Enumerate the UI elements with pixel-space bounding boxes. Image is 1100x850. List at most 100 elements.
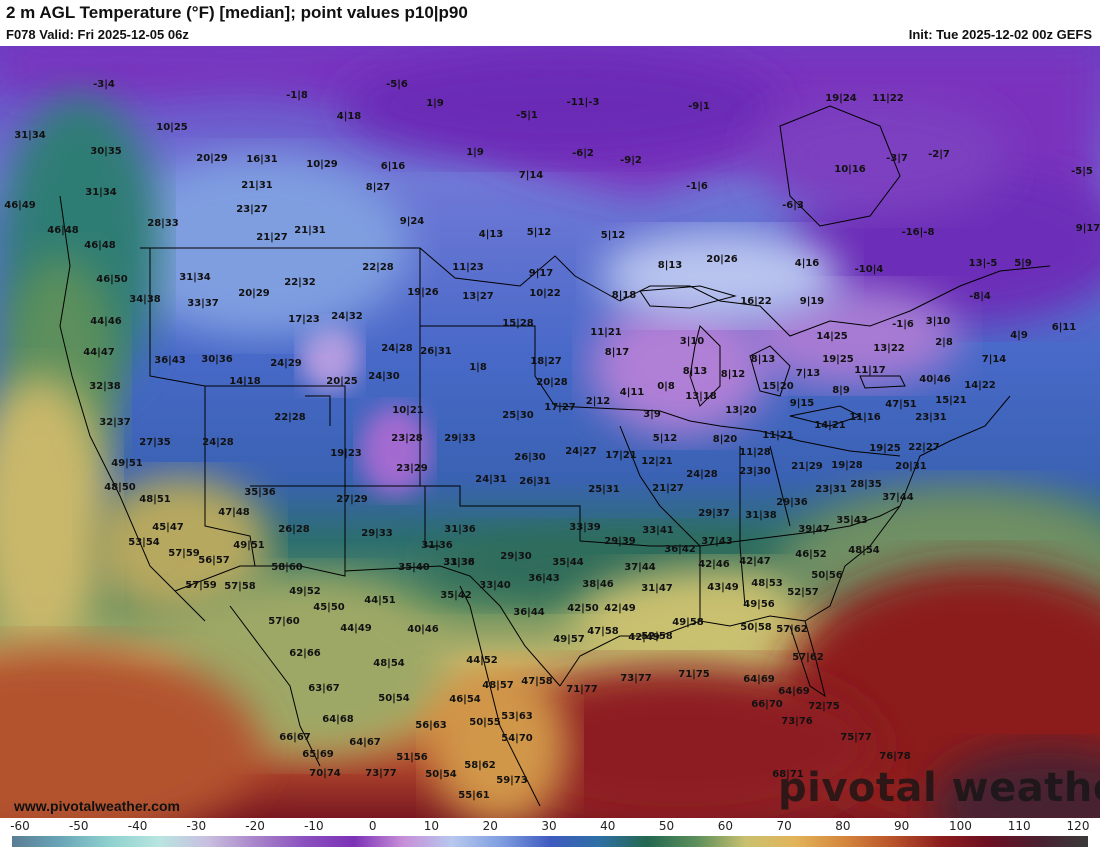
- colorbar-tick-label: 120: [1066, 819, 1090, 833]
- point-value-label: 36|43: [528, 573, 560, 584]
- map-canvas: -3|4 -1|8 -5|6 1|9 -11|-3 -9|1 19|24 11|22 31|34…: [0, 46, 1100, 818]
- map-title: 2 m AGL Temperature (°F) [median]; point…: [6, 3, 468, 22]
- point-value-label: 44|52: [466, 655, 498, 666]
- point-value-label: 36|42: [664, 544, 696, 555]
- point-value-label: 57|59: [185, 580, 217, 591]
- point-value-label: 46|49: [4, 200, 36, 211]
- point-value-label: 42|49: [604, 603, 636, 614]
- point-value-label: 51|56: [396, 752, 428, 763]
- point-value-label: 36|43: [154, 355, 186, 366]
- point-value-label: 10|29: [306, 159, 338, 170]
- point-value-label: 35|40: [398, 562, 430, 573]
- point-value-label: 33|39: [569, 522, 601, 533]
- hudson-bay: [779, 105, 901, 227]
- point-value-label: 37|44: [882, 492, 914, 503]
- point-value-label: 3|10: [680, 336, 705, 347]
- rockies-states: [205, 385, 346, 571]
- point-value-label: 8|20: [713, 434, 738, 445]
- point-value-label: 37|43: [701, 536, 733, 547]
- lake-ontario: [859, 375, 906, 389]
- point-value-label: 47|48: [218, 507, 250, 518]
- colorbar-tick-label: 70: [776, 819, 792, 833]
- point-value-label: 17|21: [605, 450, 637, 461]
- point-value-label: 66|70: [751, 699, 783, 710]
- point-value-label: 57|62: [776, 624, 808, 635]
- point-value-label: 44|47: [83, 347, 115, 358]
- point-value-label: 72|75: [808, 701, 840, 712]
- point-value-label: 29|36: [776, 497, 808, 508]
- point-value-label: 55|61: [458, 790, 490, 801]
- point-value-label: 47|51: [885, 399, 917, 410]
- point-value-label: 45|50: [313, 602, 345, 613]
- point-value-label: 59|73: [496, 775, 528, 786]
- map-header: 2 m AGL Temperature (°F) [median]; point…: [0, 0, 1100, 46]
- point-value-label: 64|68: [322, 714, 354, 725]
- point-value-label: 8|13: [751, 354, 776, 365]
- point-value-label: 24|28: [686, 469, 718, 480]
- great-lakes-border: [619, 265, 1051, 337]
- point-value-label: 47|58: [521, 676, 553, 687]
- point-value-label: 42|49: [628, 632, 660, 643]
- point-value-label: 48|54: [373, 658, 405, 669]
- point-value-label: 22|28: [274, 412, 306, 423]
- point-value-label: 35|42: [440, 590, 472, 601]
- point-value-label: 20|29: [196, 153, 228, 164]
- point-value-label: 37|44: [624, 562, 656, 573]
- point-value-label: 22|27: [908, 442, 940, 453]
- point-value-label: 39|47: [798, 524, 830, 535]
- point-value-label: 3|10: [926, 316, 951, 327]
- point-value-label: 10|22: [529, 288, 561, 299]
- point-value-label: 9|19: [800, 296, 825, 307]
- point-value-label: 14|25: [816, 331, 848, 342]
- point-value-label: 13|-5: [969, 258, 998, 269]
- point-value-label: 21|27: [652, 483, 684, 494]
- western-states: [149, 248, 256, 567]
- point-value-label: 40|46: [919, 374, 951, 385]
- temperature-map[interactable]: -3|4 -1|8 -5|6 1|9 -11|-3 -9|1 19|24 11|22 31|34…: [0, 46, 1100, 818]
- point-value-label: 50|56: [811, 570, 843, 581]
- point-value-label: 6|11: [1052, 322, 1077, 333]
- point-value-label: -3|7: [886, 153, 908, 164]
- point-value-label: 8|13: [683, 366, 708, 377]
- point-value-label: 15|28: [502, 318, 534, 329]
- point-value-label: -9|1: [688, 101, 710, 112]
- point-value-label: 25|31: [588, 484, 620, 495]
- point-value-label: 36|44: [513, 607, 545, 618]
- point-value-label: 50|54: [378, 693, 410, 704]
- point-value-label: 64|67: [349, 737, 381, 748]
- mississippi: [619, 425, 701, 621]
- point-value-label: 34|38: [129, 294, 161, 305]
- point-value-label: 66|67: [279, 732, 311, 743]
- point-value-label: 11|23: [452, 262, 484, 273]
- point-value-label: 11|16: [849, 412, 881, 423]
- colorbar-tick-label: 20: [482, 819, 498, 833]
- point-value-label: 73|77: [620, 673, 652, 684]
- point-value-label: 57|58: [224, 581, 256, 592]
- point-value-label: 73|77: [365, 768, 397, 779]
- point-value-label: 46|52: [795, 549, 827, 560]
- point-value-label: 19|28: [831, 460, 863, 471]
- point-value-label: 31|34: [85, 187, 117, 198]
- point-value-label: 4|18: [337, 111, 362, 122]
- point-value-label: 31|34: [14, 130, 46, 141]
- point-value-label: 21|31: [241, 180, 273, 191]
- point-value-label: 5|12: [601, 230, 626, 241]
- point-value-label: 10|21: [392, 405, 424, 416]
- point-value-label: 19|24: [825, 93, 857, 104]
- point-values-layer: -3|4 -1|8 -5|6 1|9 -11|-3 -9|1 19|24 11|22 31|34…: [4, 79, 1100, 801]
- point-value-label: 9|24: [400, 216, 425, 227]
- pivotal-weather-logo: pivotal weather: [778, 765, 1100, 811]
- point-value-label: 23|27: [236, 204, 268, 215]
- point-value-label: 64|69: [778, 686, 810, 697]
- baja-line: [229, 605, 321, 767]
- colorbar-ticks: -60 -50 -40 -30 -20 -10 0 10 20 30 40 50 60 70 80 90 100…: [0, 818, 1100, 833]
- point-value-label: 50|54: [425, 769, 457, 780]
- point-value-label: 10|16: [834, 164, 866, 175]
- valid-time: F078 Valid: Fri 2025-12-05 06z: [6, 27, 189, 42]
- point-value-label: 29|33: [361, 528, 393, 539]
- point-value-label: 13|22: [873, 343, 905, 354]
- point-value-label: 6|16: [381, 161, 406, 172]
- point-value-label: -1|6: [892, 319, 914, 330]
- point-value-label: 11|21: [590, 327, 622, 338]
- point-value-label: 46|50: [96, 274, 128, 285]
